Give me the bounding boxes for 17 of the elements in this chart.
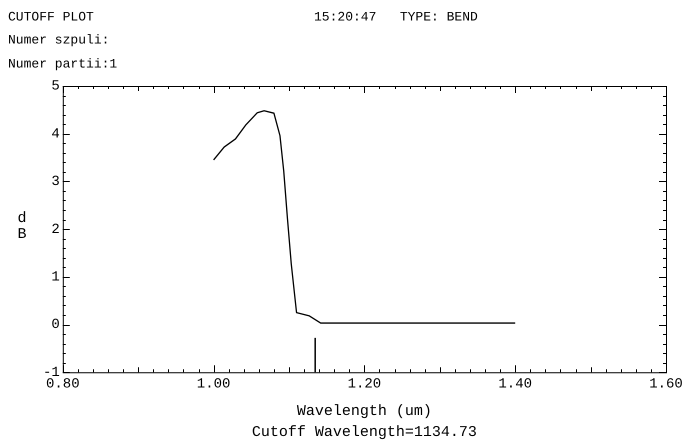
y-tick-label: 0 — [51, 317, 60, 334]
text: Numer partii:1 — [8, 56, 118, 72]
text: Numer szpuli: — [8, 32, 110, 48]
y-tick-label: 5 — [51, 78, 60, 95]
x-tick-label: 1.20 — [348, 376, 382, 392]
x-tick-label: 1.40 — [498, 376, 532, 392]
chart-title: CUTOFF PLOT — [8, 9, 94, 24]
y-tick-label: 3 — [51, 174, 60, 190]
x-tick-label: 1.60 — [649, 376, 683, 392]
y-axis-title: dB — [17, 210, 27, 243]
x-axis-title: Wavelength (um) — [296, 402, 432, 420]
y-tick-label: 1 — [51, 270, 60, 286]
x-tick-label: 1.00 — [196, 376, 230, 392]
text: Cutoff Wavelength=1134.73 — [252, 424, 477, 441]
chart-subtitle: 15:20:47 TYPE: BEND — [314, 9, 478, 24]
y-tick-label: 2 — [51, 222, 60, 238]
y-tick-label: 4 — [51, 126, 60, 142]
